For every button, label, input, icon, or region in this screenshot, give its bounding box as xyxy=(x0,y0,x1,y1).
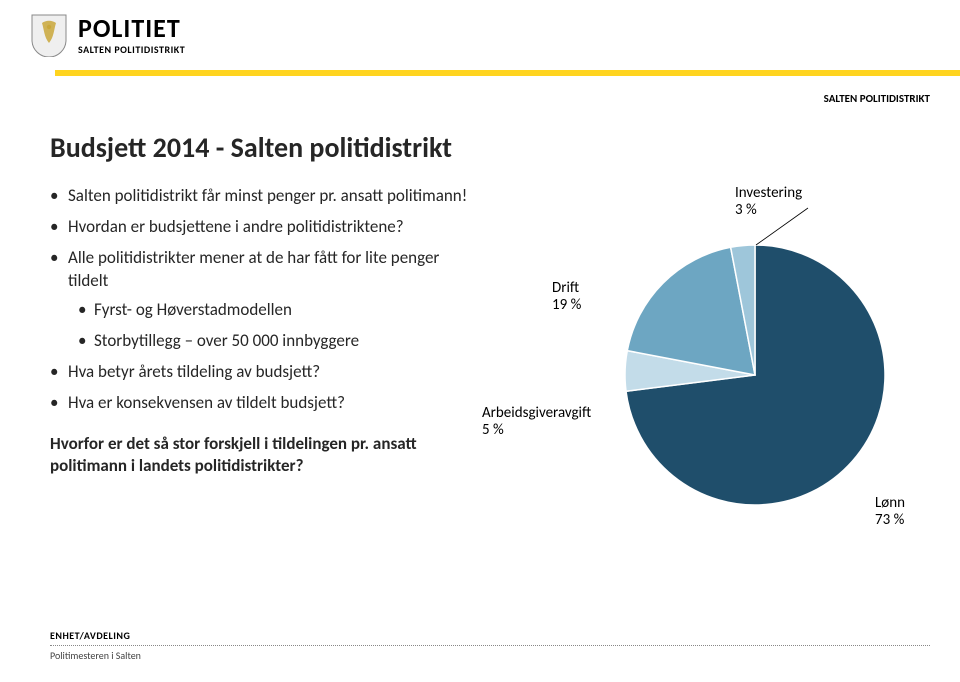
budget-pie-chart: Lønn73 %Arbeidsgiveravgift5 %Drift19 %In… xyxy=(490,190,930,540)
footer-author: Politimesteren i Salten xyxy=(50,649,930,662)
pie-label-lønn: Lønn73 % xyxy=(875,495,905,528)
bullet-3b: Storbytillegg – over 50 000 innbyggere xyxy=(78,330,480,353)
bullet-3-text: Alle politidistrikter mener at de har få… xyxy=(68,247,439,291)
logo-text: POLITIET SALTEN POLITIDISTRIKT xyxy=(78,15,185,56)
pie-svg xyxy=(490,190,930,540)
footer-unit: ENHET/AVDELING xyxy=(50,629,930,642)
bullet-2: Hvordan er budsjettene i andre politidis… xyxy=(50,216,480,239)
subheader-right: SALTEN POLITIDISTRIKT xyxy=(824,92,930,105)
bullet-4: Hva betyr årets tildeling av budsjett? xyxy=(50,361,480,384)
bullet-1: Salten politidistrikt får minst penger p… xyxy=(50,185,480,208)
police-crest-icon xyxy=(30,13,68,57)
bold-question: Hvorfor er det så stor forskjell i tilde… xyxy=(50,433,480,479)
pie-label-investering: Investering3 % xyxy=(735,185,802,218)
pie-label-drift: Drift19 % xyxy=(552,280,581,313)
pie-label-arbeidsgiveravgift: Arbeidsgiveravgift5 % xyxy=(482,405,591,438)
yellow-accent-bar xyxy=(0,70,960,76)
body-content: Salten politidistrikt får minst penger p… xyxy=(50,185,480,478)
page-title: Budsjett 2014 - Salten politidistrikt xyxy=(50,130,452,165)
bullet-3: Alle politidistrikter mener at de har få… xyxy=(50,247,480,353)
bullet-3a: Fyrst- og Høverstadmodellen xyxy=(78,299,480,322)
logo-main: POLITIET xyxy=(78,15,185,41)
footer: ENHET/AVDELING Politimesteren i Salten xyxy=(50,629,930,662)
footer-divider xyxy=(50,645,930,646)
logo-sub: SALTEN POLITIDISTRIKT xyxy=(78,43,185,56)
header: POLITIET SALTEN POLITIDISTRIKT xyxy=(0,0,960,70)
bullet-5: Hva er konsekvensen av tildelt budsjett? xyxy=(50,392,480,415)
